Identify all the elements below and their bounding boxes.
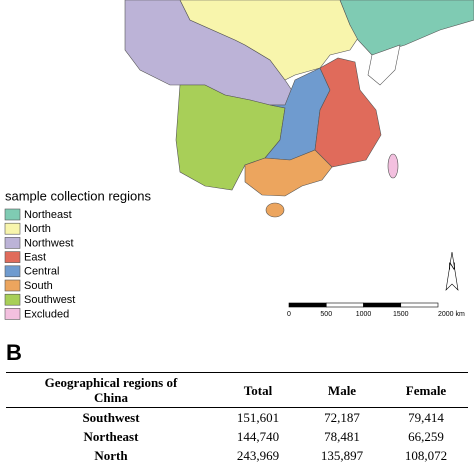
scale-label: 1500	[393, 311, 409, 318]
legend-swatch	[4, 222, 21, 235]
legend: Northeast North Northwest East Central South S…	[4, 208, 75, 320]
region-northeast	[339, 0, 474, 56]
legend-swatch	[4, 251, 21, 263]
table-cell: 66,259	[408, 429, 444, 444]
table-cell: 72,187	[324, 410, 360, 425]
scale-bar: 0 500 1000 1500 2000 km	[287, 302, 465, 318]
data-table: Geographical regions of China Total Male Fe…	[6, 372, 468, 465]
region-south	[244, 149, 333, 197]
row-name: Northeast	[83, 429, 139, 444]
table-row: Southwest 151,601 72,187 79,414	[6, 408, 468, 428]
table-cell: 108,072	[404, 448, 448, 463]
table-row: Northeast 144,740 78,481 66,259	[6, 427, 468, 446]
panel-label: B	[6, 340, 22, 365]
legend-label: North	[24, 223, 51, 235]
region-taiwan	[387, 153, 399, 179]
column-header: Male	[300, 372, 384, 408]
column-header: Geographical regions of China	[6, 372, 216, 408]
legend-label: Northwest	[24, 237, 74, 249]
legend-title: sample collection regions	[5, 188, 151, 203]
legend-swatch	[4, 293, 21, 306]
region-east	[314, 57, 382, 168]
scale-segment	[288, 302, 327, 308]
neighbor-land	[367, 44, 401, 86]
scale-label: 1000	[356, 311, 372, 318]
column-header: Total	[216, 372, 300, 408]
table-cell: 151,601	[236, 410, 280, 425]
legend-label: Northeast	[24, 209, 72, 221]
scale-segment	[400, 302, 439, 308]
legend-swatch	[4, 308, 21, 320]
table-cell: 243,969	[236, 448, 280, 463]
legend-label: East	[24, 252, 46, 264]
legend-label: Southwest	[24, 294, 75, 306]
scale-segment	[363, 302, 402, 308]
scale-label: 500	[320, 311, 332, 318]
table-header: Geographical regions of China Total Male Fe…	[6, 372, 468, 408]
table-cell: 79,414	[408, 410, 444, 425]
table-row: North 243,969 135,897 108,072	[6, 446, 468, 465]
region-hainan	[265, 202, 285, 218]
legend-label: South	[24, 280, 53, 292]
table-cell: 144,740	[236, 429, 280, 444]
column-header: Female	[384, 372, 468, 408]
scale-label: 0	[287, 311, 291, 318]
table-body: Southwest 151,601 72,187 79,414 Northeast 144…	[6, 408, 468, 466]
scale-label: 2000 km	[438, 311, 465, 318]
legend-label: Excluded	[24, 308, 69, 320]
legend-swatch	[4, 279, 21, 292]
legend-swatch	[4, 208, 21, 221]
row-name: Southwest	[82, 410, 140, 425]
legend-swatch	[4, 265, 21, 278]
table-cell: 78,481	[324, 429, 360, 444]
legend-label: Central	[24, 266, 59, 278]
table-cell: 135,897	[320, 448, 364, 463]
north-label: N	[448, 262, 455, 273]
row-name: North	[94, 448, 128, 463]
legend-swatch	[4, 237, 21, 249]
map: sample collection regions NortheastNorth…	[4, 0, 474, 320]
scale-segment	[325, 302, 364, 308]
north-arrow	[445, 251, 459, 291]
